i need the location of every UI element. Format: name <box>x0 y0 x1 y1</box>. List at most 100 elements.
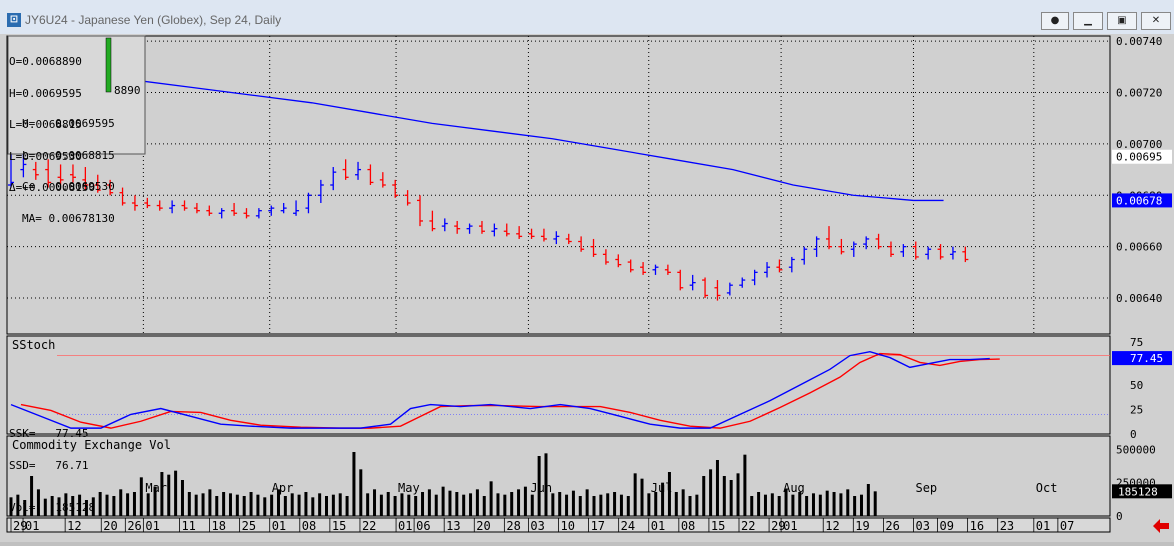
volume-bar-122 <box>846 489 850 516</box>
x-label-5: 01 <box>145 519 159 533</box>
volume-value-tag-text: 185128 <box>1118 485 1158 498</box>
volume-bar-38 <box>270 494 274 516</box>
scroll-right-arrow-icon[interactable] <box>1153 519 1169 533</box>
x-label-8: 25 <box>242 519 256 533</box>
price-tick-0: 0.00740 <box>1116 35 1162 48</box>
volume-bar-0 <box>9 497 13 516</box>
moving-average-line <box>10 66 944 202</box>
stoch-tick-2: 0 <box>1130 428 1137 441</box>
volume-bar-65 <box>455 492 459 516</box>
close-icon[interactable]: ✕ <box>1141 12 1171 30</box>
volume-bar-36 <box>256 494 260 516</box>
x-label-31: 03 <box>915 519 929 533</box>
volume-bar-45 <box>318 493 322 516</box>
x-label-16: 20 <box>476 519 490 533</box>
chart-area[interactable]: 0.007400.007200.007000.006800.006600.006… <box>0 34 1174 542</box>
x-label-10: 08 <box>302 519 316 533</box>
volume-bar-9 <box>71 496 75 516</box>
volume-bar-21 <box>153 486 157 516</box>
ssd-value: SSD= 76.71 <box>9 458 89 472</box>
record-icon[interactable]: ● <box>1041 12 1069 30</box>
volume-bar-102 <box>709 469 713 516</box>
volume-bar-27 <box>194 494 198 516</box>
x-label-22: 01 <box>651 519 665 533</box>
volume-bar-110 <box>763 494 767 516</box>
volume-bar-51 <box>359 469 363 516</box>
volume-bar-91 <box>633 473 637 516</box>
info-overlap: 8890 <box>114 84 141 97</box>
month-label-3: Jun <box>530 481 552 495</box>
volume-bar-117 <box>811 493 815 516</box>
volume-bar-60 <box>421 492 425 516</box>
x-label-0: 29 <box>13 519 27 533</box>
x-label-11: 15 <box>332 519 346 533</box>
volume-bar-99 <box>688 496 692 516</box>
stoch-tick-0: 50 <box>1130 379 1143 392</box>
volume-bar-94 <box>654 492 658 516</box>
volume-bar-93 <box>647 493 651 516</box>
month-label-4: Jul <box>651 481 673 495</box>
volume-bar-34 <box>242 496 246 516</box>
volume-bar-95 <box>661 482 665 516</box>
month-label-2: May <box>398 481 420 495</box>
volume-bar-118 <box>818 494 822 516</box>
minimize-icon[interactable]: ▁ <box>1073 12 1103 30</box>
detail-close: C= 0.0069530 <box>22 180 115 193</box>
volume-bar-113 <box>784 489 788 516</box>
price-tick-4: 0.00660 <box>1116 241 1162 254</box>
stoch-value-tag-text: 77.45 <box>1130 352 1163 365</box>
volume-bar-5 <box>43 498 47 516</box>
volume-bar-62 <box>434 494 438 516</box>
volume-bar-87 <box>606 493 610 516</box>
x-label-23: 08 <box>681 519 695 533</box>
info-box-gauge <box>105 37 112 93</box>
info-open: O=0.0068890 <box>9 55 82 68</box>
x-label-14: 06 <box>416 519 430 533</box>
volume-bar-57 <box>400 493 404 516</box>
x-label-30: 26 <box>885 519 899 533</box>
volume-bar-105 <box>729 480 733 516</box>
volume-bar-31 <box>222 492 226 516</box>
month-label-5: Aug <box>783 481 805 495</box>
volume-bar-104 <box>722 476 726 516</box>
volume-bar-44 <box>311 497 315 516</box>
title-bar: ⊡ JY6U24 - Japanese Yen (Globex), Sep 24… <box>0 0 1174 35</box>
volume-bar-50 <box>352 452 356 516</box>
x-label-28: 12 <box>825 519 839 533</box>
volume-bar-24 <box>174 470 178 516</box>
volume-bar-40 <box>283 496 287 516</box>
detail-info-box: H= 0.0069595 L= 0.0068815 C= 0.0069530 M… <box>22 98 115 235</box>
volume-bar-80 <box>558 492 562 516</box>
volume-bar-28 <box>201 493 205 516</box>
detail-ma: MA= 0.00678130 <box>22 211 115 225</box>
x-label-13: 01 <box>398 519 412 533</box>
volume-bar-42 <box>297 494 301 516</box>
volume-bar-125 <box>866 484 870 516</box>
x-label-2: 12 <box>67 519 81 533</box>
price-tick-5: 0.00640 <box>1116 292 1162 305</box>
volume-bar-66 <box>462 494 466 516</box>
volume-bar-109 <box>757 492 761 516</box>
info-box-frame <box>7 35 146 155</box>
volume-bar-92 <box>640 478 644 516</box>
info-low: L=0.0068815 <box>9 118 82 131</box>
volume-bar-52 <box>366 493 370 516</box>
volume-bar-119 <box>825 490 829 516</box>
restore-icon[interactable]: ▣ <box>1107 12 1137 30</box>
volume-bar-19 <box>139 477 143 516</box>
volume-bar-3 <box>30 476 34 516</box>
x-label-29: 19 <box>855 519 869 533</box>
volume-bar-88 <box>613 492 617 516</box>
volume-bar-16 <box>119 489 123 516</box>
ma-price-tag <box>1112 193 1172 208</box>
ohlc-info-box: O=0.0068890 H=0.0069595 L=0.0068815 L=0.… <box>9 36 95 204</box>
app-icon[interactable]: ⊡ <box>7 13 21 27</box>
volume-bar-103 <box>715 460 719 516</box>
volume-bar-123 <box>853 496 857 516</box>
volume-bar-83 <box>578 496 582 516</box>
volume-bar-25 <box>180 480 184 516</box>
volume-bar-43 <box>304 492 308 516</box>
month-label-6: Sep <box>915 481 937 495</box>
volume-bar-17 <box>126 493 130 516</box>
chart-svg[interactable]: 0.007400.007200.007000.006800.006600.006… <box>0 34 1174 542</box>
